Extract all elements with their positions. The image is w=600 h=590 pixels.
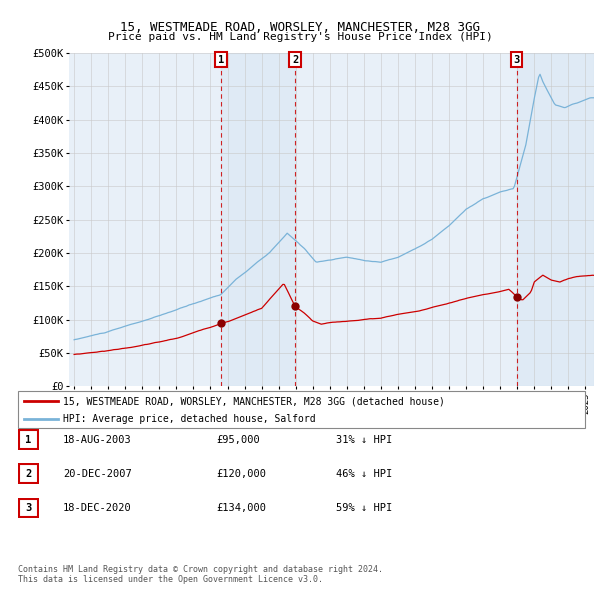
Text: 15, WESTMEADE ROAD, WORSLEY, MANCHESTER, M28 3GG (detached house): 15, WESTMEADE ROAD, WORSLEY, MANCHESTER,… (64, 396, 445, 407)
Text: 2: 2 (292, 55, 298, 65)
Bar (517, 53, 594, 386)
Text: 1: 1 (218, 55, 224, 65)
Text: £95,000: £95,000 (216, 435, 260, 444)
Text: 1: 1 (25, 435, 31, 444)
Bar (221, 53, 295, 386)
Text: 59% ↓ HPI: 59% ↓ HPI (336, 503, 392, 513)
Text: Contains HM Land Registry data © Crown copyright and database right 2024.
This d: Contains HM Land Registry data © Crown c… (18, 565, 383, 584)
Text: Price paid vs. HM Land Registry's House Price Index (HPI): Price paid vs. HM Land Registry's House … (107, 32, 493, 42)
Text: £120,000: £120,000 (216, 469, 266, 478)
Text: 46% ↓ HPI: 46% ↓ HPI (336, 469, 392, 478)
Text: 2: 2 (25, 469, 31, 478)
Text: 3: 3 (514, 55, 520, 65)
Text: 20-DEC-2007: 20-DEC-2007 (63, 469, 132, 478)
Text: 3: 3 (25, 503, 31, 513)
Text: HPI: Average price, detached house, Salford: HPI: Average price, detached house, Salf… (64, 414, 316, 424)
Text: £134,000: £134,000 (216, 503, 266, 513)
Text: 18-DEC-2020: 18-DEC-2020 (63, 503, 132, 513)
Text: 18-AUG-2003: 18-AUG-2003 (63, 435, 132, 444)
Text: 15, WESTMEADE ROAD, WORSLEY, MANCHESTER, M28 3GG: 15, WESTMEADE ROAD, WORSLEY, MANCHESTER,… (120, 21, 480, 34)
Text: 31% ↓ HPI: 31% ↓ HPI (336, 435, 392, 444)
